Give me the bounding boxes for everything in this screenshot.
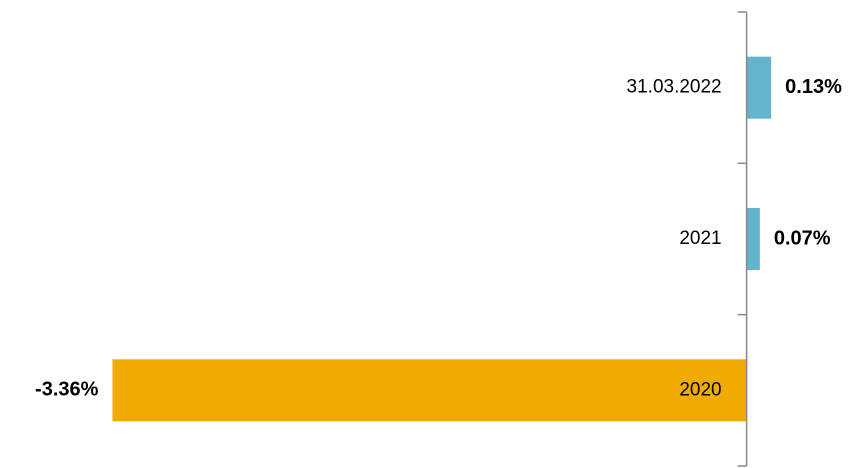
bar: [746, 208, 760, 270]
value-label: 0.13%: [785, 76, 842, 98]
bar: [112, 359, 747, 422]
category-label: 2020: [679, 379, 721, 400]
value-label: -3.36%: [35, 379, 99, 401]
category-label: 2021: [679, 228, 721, 249]
bar: [746, 56, 772, 119]
value-label: 0.07%: [774, 227, 831, 249]
category-label: 31.03.2022: [627, 77, 722, 98]
